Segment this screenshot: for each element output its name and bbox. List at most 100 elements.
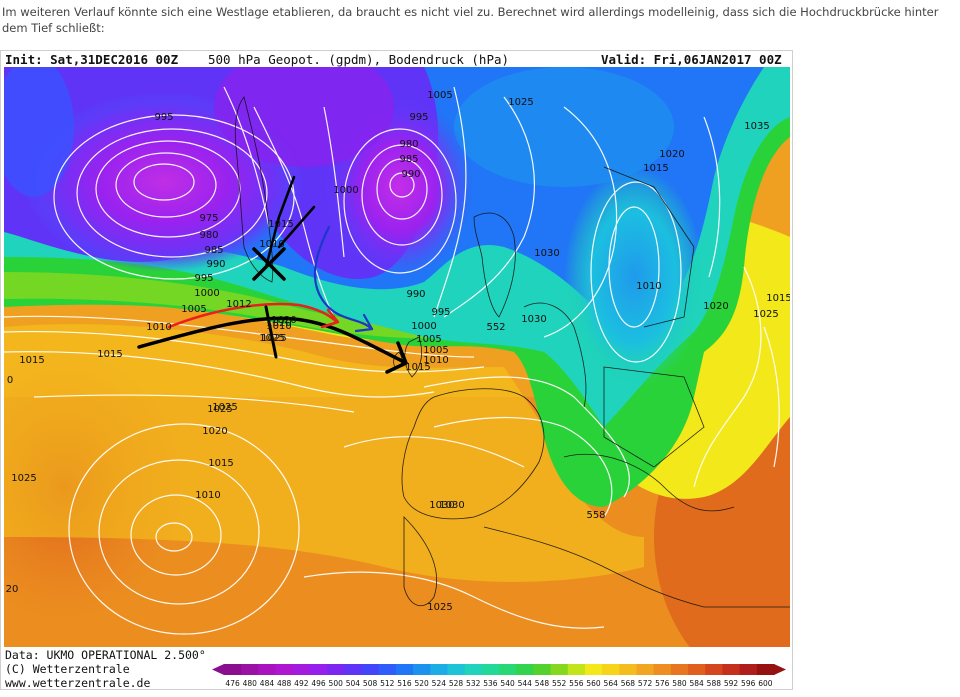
blue-trough-line xyxy=(313,225,374,331)
field-purple-greenland xyxy=(214,67,394,167)
isobar-label: 980 xyxy=(399,139,418,150)
colorbar-swatch xyxy=(241,664,259,675)
colorbar-arrow-right xyxy=(774,664,786,675)
colorbar-label: 584 xyxy=(689,679,704,688)
red-arrow xyxy=(167,302,339,329)
colorbar-label: 476 xyxy=(225,679,240,688)
colorbar-label: 520 xyxy=(414,679,429,688)
post-text: Im weiteren Verlauf könnte sich eine Wes… xyxy=(2,5,939,35)
colorbar-swatch xyxy=(670,664,689,675)
colorbar-label: 512 xyxy=(380,679,395,688)
black-ridge-line-north xyxy=(264,175,296,269)
field-russia-low xyxy=(564,167,704,387)
data-source: Data: UKMO OPERATIONAL 2.500° xyxy=(5,648,206,662)
coastlines xyxy=(234,96,790,608)
colorbar-label: 528 xyxy=(449,679,464,688)
isobar-label: 1000 xyxy=(411,321,436,332)
colorbar-label: 580 xyxy=(672,679,687,688)
isobar-label: 1010 xyxy=(195,490,220,501)
colorbar-arrow-left xyxy=(212,664,224,675)
isobar-label: 1000 xyxy=(333,185,358,196)
colorbar-swatch xyxy=(275,664,294,675)
isobar-label: 1025 xyxy=(212,402,237,413)
isobar-label: 990 xyxy=(206,259,225,270)
isobar-label: 1005 xyxy=(181,304,206,315)
isobar-label: 995 xyxy=(194,273,213,284)
blue-trough-head xyxy=(354,313,374,333)
isobar-label: 980 xyxy=(199,230,218,241)
colorbar-label: 560 xyxy=(586,679,601,688)
isobar-label: 1025 xyxy=(207,404,232,415)
map-init-time: Init: Sat,31DEC2016 00Z xyxy=(5,52,179,67)
isobar-label: 990 xyxy=(401,169,420,180)
colorbar-label: 576 xyxy=(655,679,670,688)
colorbar-swatch xyxy=(327,664,345,675)
colorbar-label: 556 xyxy=(569,679,584,688)
colorbar-swatch xyxy=(481,664,500,675)
black-arrow-jet xyxy=(137,316,406,364)
colorbar-swatch xyxy=(464,664,483,675)
colorbar-swatch xyxy=(413,664,431,675)
black-trough-diagonal xyxy=(277,205,316,249)
colorbar-swatch xyxy=(395,664,414,675)
colorbar-swatch xyxy=(292,664,311,675)
isobar-label: 995 xyxy=(431,307,450,318)
isobar-label: 0 xyxy=(7,375,13,386)
colorbar-label: 496 xyxy=(311,679,326,688)
colorbar-swatch xyxy=(361,664,380,675)
colorbar-label: 492 xyxy=(294,679,309,688)
isobar-label: 1025 xyxy=(261,333,286,344)
isobar-label: 975 xyxy=(199,213,218,224)
isobar-label: 985 xyxy=(204,245,223,256)
isobar-label: 1020 xyxy=(202,426,227,437)
colorbar-label: 544 xyxy=(518,679,533,688)
colorbar-label: 484 xyxy=(260,679,275,688)
isobar-label: 1030 xyxy=(429,500,454,511)
isobar-label: 1015 xyxy=(643,163,668,174)
colorbar-label: 548 xyxy=(535,679,550,688)
isobar-label: 1010 xyxy=(423,355,448,366)
colorbar-label: 588 xyxy=(707,679,722,688)
colorbar-label: 504 xyxy=(346,679,361,688)
colorbar-swatch xyxy=(653,664,672,675)
colorbar-label: 572 xyxy=(638,679,653,688)
isobar-label: 1000 xyxy=(194,288,219,299)
isobar-label: 990 xyxy=(406,289,425,300)
isobar-label: 1025 xyxy=(753,309,778,320)
isobar-label: 1010 xyxy=(266,321,291,332)
red-arrow-head xyxy=(320,308,340,329)
isobars xyxy=(4,86,780,635)
isobar-label: 552 xyxy=(486,322,505,333)
isobar-label: 1012 xyxy=(226,299,251,310)
isobar-label: 1005 xyxy=(423,345,448,356)
isobar-label: 1030 xyxy=(534,248,559,259)
isobar-label: 1025 xyxy=(427,602,452,613)
copyright: (C) Wetterzentrale xyxy=(5,662,130,676)
colorbar-label: 488 xyxy=(277,679,292,688)
colorbar-swatch xyxy=(722,664,741,675)
source-url[interactable]: www.wetterzentrale.de xyxy=(5,676,151,690)
colorbar-swatch xyxy=(258,664,277,675)
colorbar-swatch xyxy=(602,664,620,675)
colorbar-label: 600 xyxy=(758,679,773,688)
isobar-label: 1010 xyxy=(146,322,171,333)
field-nw-blue xyxy=(4,67,74,197)
isobar-label: 1020 xyxy=(659,149,684,160)
colorbar-label: 532 xyxy=(466,679,481,688)
colorbar-swatch xyxy=(430,664,448,675)
colorbar-label: 540 xyxy=(500,679,515,688)
isobar-label: 1015 xyxy=(268,219,293,230)
front-lines xyxy=(137,175,408,374)
colorbar-label: 568 xyxy=(621,679,636,688)
isobar-label: 1015 xyxy=(97,349,122,360)
color-scale-bar: 476 480 484 488 492 496 500 504 508 512 516 520 524 5… xyxy=(212,664,786,688)
isobar-label: 1020 xyxy=(266,318,291,329)
colorbar-swatch xyxy=(619,664,637,675)
isobar-label: 1015 xyxy=(208,458,233,469)
colorbar-swatch xyxy=(567,664,586,675)
isobar-label: 1015 xyxy=(405,362,430,373)
map-valid-time: Valid: Fri,06JAN2017 00Z xyxy=(601,52,782,67)
isobar-label: 1010 xyxy=(636,281,661,292)
